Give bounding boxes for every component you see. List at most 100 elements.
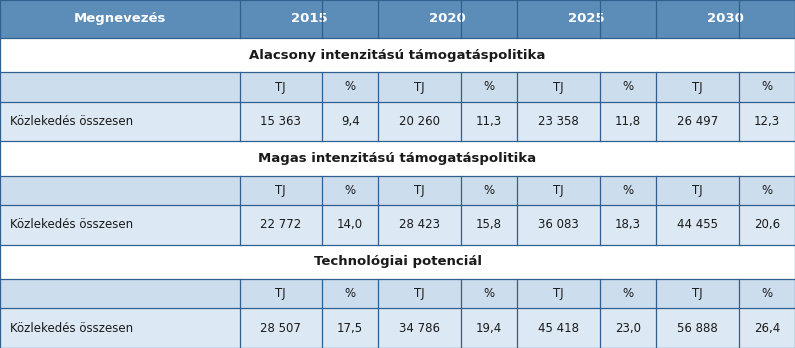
Bar [378, 72, 461, 102]
Text: 2030: 2030 [707, 13, 744, 25]
Bar [0, 245, 795, 279]
Text: TJ: TJ [692, 80, 703, 94]
Text: Megnevezés: Megnevezés [74, 13, 166, 25]
Bar [656, 279, 739, 308]
Text: %: % [622, 287, 634, 300]
Text: Technológiai potenciál: Technológiai potenciál [313, 255, 482, 268]
Text: %: % [483, 80, 494, 94]
Bar [322, 176, 378, 205]
Bar [239, 102, 322, 141]
Bar [518, 308, 599, 348]
Text: 9,4: 9,4 [341, 115, 359, 128]
Bar [739, 308, 795, 348]
Bar [461, 205, 518, 245]
Bar [0, 0, 239, 38]
Text: 12,3: 12,3 [754, 115, 780, 128]
Text: 14,0: 14,0 [337, 218, 363, 231]
Text: %: % [762, 287, 773, 300]
Bar [461, 176, 518, 205]
Bar [656, 205, 739, 245]
Text: TJ: TJ [414, 184, 425, 197]
Text: TJ: TJ [553, 184, 564, 197]
Text: 2020: 2020 [429, 13, 466, 25]
Bar [656, 72, 739, 102]
Text: 36 083: 36 083 [538, 218, 579, 231]
Text: 15 363: 15 363 [260, 115, 301, 128]
Bar [518, 72, 599, 102]
Bar [0, 205, 239, 245]
Bar [0, 141, 795, 176]
Text: Alacsony intenzitású támogatáspolitika: Alacsony intenzitású támogatáspolitika [250, 49, 545, 62]
Text: %: % [483, 287, 494, 300]
Bar [0, 279, 239, 308]
Text: 20,6: 20,6 [754, 218, 780, 231]
Text: 11,8: 11,8 [615, 115, 641, 128]
Bar [656, 102, 739, 141]
Text: %: % [345, 80, 356, 94]
Text: 11,3: 11,3 [476, 115, 502, 128]
Bar [518, 0, 656, 38]
Bar [239, 72, 322, 102]
Text: 15,8: 15,8 [476, 218, 502, 231]
Bar [378, 308, 461, 348]
Text: 18,3: 18,3 [615, 218, 641, 231]
Text: 45 418: 45 418 [538, 322, 579, 335]
Bar [239, 279, 322, 308]
Bar [739, 72, 795, 102]
Text: TJ: TJ [692, 184, 703, 197]
Bar [461, 72, 518, 102]
Bar [599, 279, 656, 308]
Bar [656, 308, 739, 348]
Text: 23 358: 23 358 [538, 115, 579, 128]
Bar [461, 279, 518, 308]
Text: 19,4: 19,4 [476, 322, 502, 335]
Text: 23,0: 23,0 [615, 322, 641, 335]
Bar [0, 176, 239, 205]
Bar [378, 102, 461, 141]
Text: Magas intenzitású támogatáspolitika: Magas intenzitású támogatáspolitika [258, 152, 537, 165]
Text: TJ: TJ [275, 184, 286, 197]
Text: 56 888: 56 888 [677, 322, 718, 335]
Bar [656, 0, 795, 38]
Text: 20 260: 20 260 [399, 115, 440, 128]
Bar [322, 102, 378, 141]
Text: TJ: TJ [275, 80, 286, 94]
Bar [739, 279, 795, 308]
Text: TJ: TJ [275, 287, 286, 300]
Bar [599, 205, 656, 245]
Bar [378, 279, 461, 308]
Text: %: % [622, 80, 634, 94]
Bar [599, 102, 656, 141]
Text: 17,5: 17,5 [337, 322, 363, 335]
Text: TJ: TJ [553, 80, 564, 94]
Text: 34 786: 34 786 [399, 322, 440, 335]
Text: TJ: TJ [414, 80, 425, 94]
Bar [322, 308, 378, 348]
Text: 2025: 2025 [568, 13, 605, 25]
Text: TJ: TJ [553, 287, 564, 300]
Text: 44 455: 44 455 [677, 218, 718, 231]
Text: Közlekedés összesen: Közlekedés összesen [10, 322, 133, 335]
Bar [518, 279, 599, 308]
Bar [239, 205, 322, 245]
Text: %: % [762, 80, 773, 94]
Text: Közlekedés összesen: Közlekedés összesen [10, 218, 133, 231]
Bar [656, 176, 739, 205]
Bar [378, 0, 518, 38]
Text: %: % [483, 184, 494, 197]
Bar [461, 102, 518, 141]
Text: %: % [345, 184, 356, 197]
Bar [599, 176, 656, 205]
Bar [739, 176, 795, 205]
Text: 28 423: 28 423 [399, 218, 440, 231]
Bar [0, 72, 239, 102]
Text: %: % [762, 184, 773, 197]
Text: TJ: TJ [692, 287, 703, 300]
Bar [599, 72, 656, 102]
Bar [0, 102, 239, 141]
Text: 2015: 2015 [291, 13, 328, 25]
Bar [518, 102, 599, 141]
Bar [518, 205, 599, 245]
Text: TJ: TJ [414, 287, 425, 300]
Bar [239, 176, 322, 205]
